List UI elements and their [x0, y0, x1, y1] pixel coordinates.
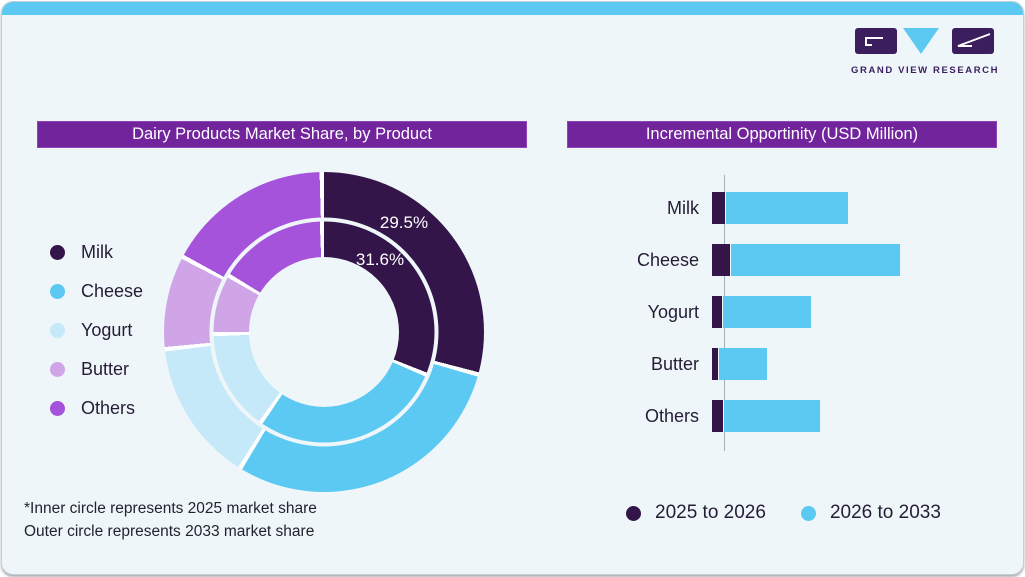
bar-yogurt-2025-2026: [712, 296, 722, 328]
right-chart-title-text: Incremental Opportinity (USD Million): [645, 125, 919, 143]
bar-rows: Milk Cheese Yogurt: [567, 192, 997, 452]
legend-label-2025-2026: 2025 to 2026: [655, 502, 766, 523]
legend-dot-yogurt-icon: [50, 322, 65, 338]
legend-item-2025-2026: 2025 to 2026: [626, 502, 766, 524]
bar-others-2025-2026: [712, 400, 723, 432]
donut-legend: Milk Cheese Yogurt Butter Others: [50, 240, 143, 435]
donut-hole: [249, 257, 399, 407]
left-chart-title-text: Dairy Products Market Share, by Product: [132, 125, 432, 143]
bar-butter-2025-2026: [712, 348, 718, 380]
legend-item-2026-2033: 2026 to 2033: [800, 502, 941, 524]
bar-cheese-2026-2033: [731, 244, 900, 276]
legend-dot-others-icon: [50, 400, 65, 416]
legend-item-milk: Milk: [50, 240, 143, 264]
incremental-opportunity-bar-chart: Milk Cheese Yogurt: [567, 172, 997, 462]
legend-item-others: Others: [50, 396, 143, 420]
bar-yogurt: [712, 296, 811, 328]
legend-dot-cheese-icon: [50, 283, 65, 299]
bar-row-milk: Milk: [567, 192, 997, 224]
bar-butter: [712, 348, 767, 380]
legend-item-yogurt: Yogurt: [50, 318, 143, 342]
bar-row-others: Others: [567, 400, 997, 432]
bar-category-milk: Milk: [667, 197, 699, 218]
bar-milk-2026-2033: [726, 192, 848, 224]
bar-yogurt-2026-2033: [723, 296, 811, 328]
bar-row-cheese: Cheese: [567, 244, 997, 276]
market-share-donut-chart: 29.5% 31.6%: [164, 172, 484, 492]
legend-label-milk: Milk: [81, 241, 113, 262]
bar-chart-legend: 2025 to 2026 2026 to 2033: [626, 502, 976, 524]
bar-cheese: [712, 244, 900, 276]
legend-dot-butter-icon: [50, 361, 65, 377]
legend-item-butter: Butter: [50, 357, 143, 381]
bar-category-butter: Butter: [650, 353, 699, 374]
legend-dot-2025-2026-icon: [626, 505, 641, 521]
gvr-logo-icon: [855, 28, 994, 54]
legend-label-others: Others: [81, 397, 136, 418]
bar-row-yogurt: Yogurt: [567, 296, 997, 328]
legend-label-2026-2033: 2026 to 2033: [829, 502, 941, 523]
legend-dot-milk-icon: [50, 244, 65, 260]
bar-category-others: Others: [644, 405, 699, 426]
bar-others-2026-2033: [724, 400, 820, 432]
bar-butter-2026-2033: [719, 348, 767, 380]
right-chart-title: Incremental Opportinity (USD Million): [567, 121, 997, 148]
gvr-logo-text: GRAND VIEW RESEARCH: [851, 65, 1000, 76]
donut-label-outer-milk: 29.5%: [379, 213, 429, 232]
left-chart-title: Dairy Products Market Share, by Product: [37, 121, 527, 148]
bar-row-butter: Butter: [567, 348, 997, 380]
legend-label-yogurt: Yogurt: [81, 319, 133, 340]
legend-label-cheese: Cheese: [81, 280, 144, 301]
footnote: *Inner circle represents 2025 market sha…: [24, 497, 317, 543]
legend-dot-2026-2033-icon: [800, 505, 816, 521]
donut-label-inner-milk: 31.6%: [355, 250, 405, 269]
bar-category-yogurt: Yogurt: [647, 301, 699, 322]
bar-milk-2025-2026: [712, 192, 725, 224]
footnote-line-1: *Inner circle represents 2025 market sha…: [24, 500, 317, 517]
gvr-logo: GRAND VIEW RESEARCH: [851, 27, 999, 76]
legend-label-butter: Butter: [81, 358, 130, 379]
bar-milk: [712, 192, 848, 224]
bar-cheese-2025-2026: [712, 244, 730, 276]
top-accent-strip: [2, 2, 1023, 15]
bar-others: [712, 400, 820, 432]
legend-item-cheese: Cheese: [50, 279, 143, 303]
bar-category-cheese: Cheese: [636, 249, 699, 270]
footnote-line-2: Outer circle represents 2033 market shar…: [24, 523, 315, 540]
